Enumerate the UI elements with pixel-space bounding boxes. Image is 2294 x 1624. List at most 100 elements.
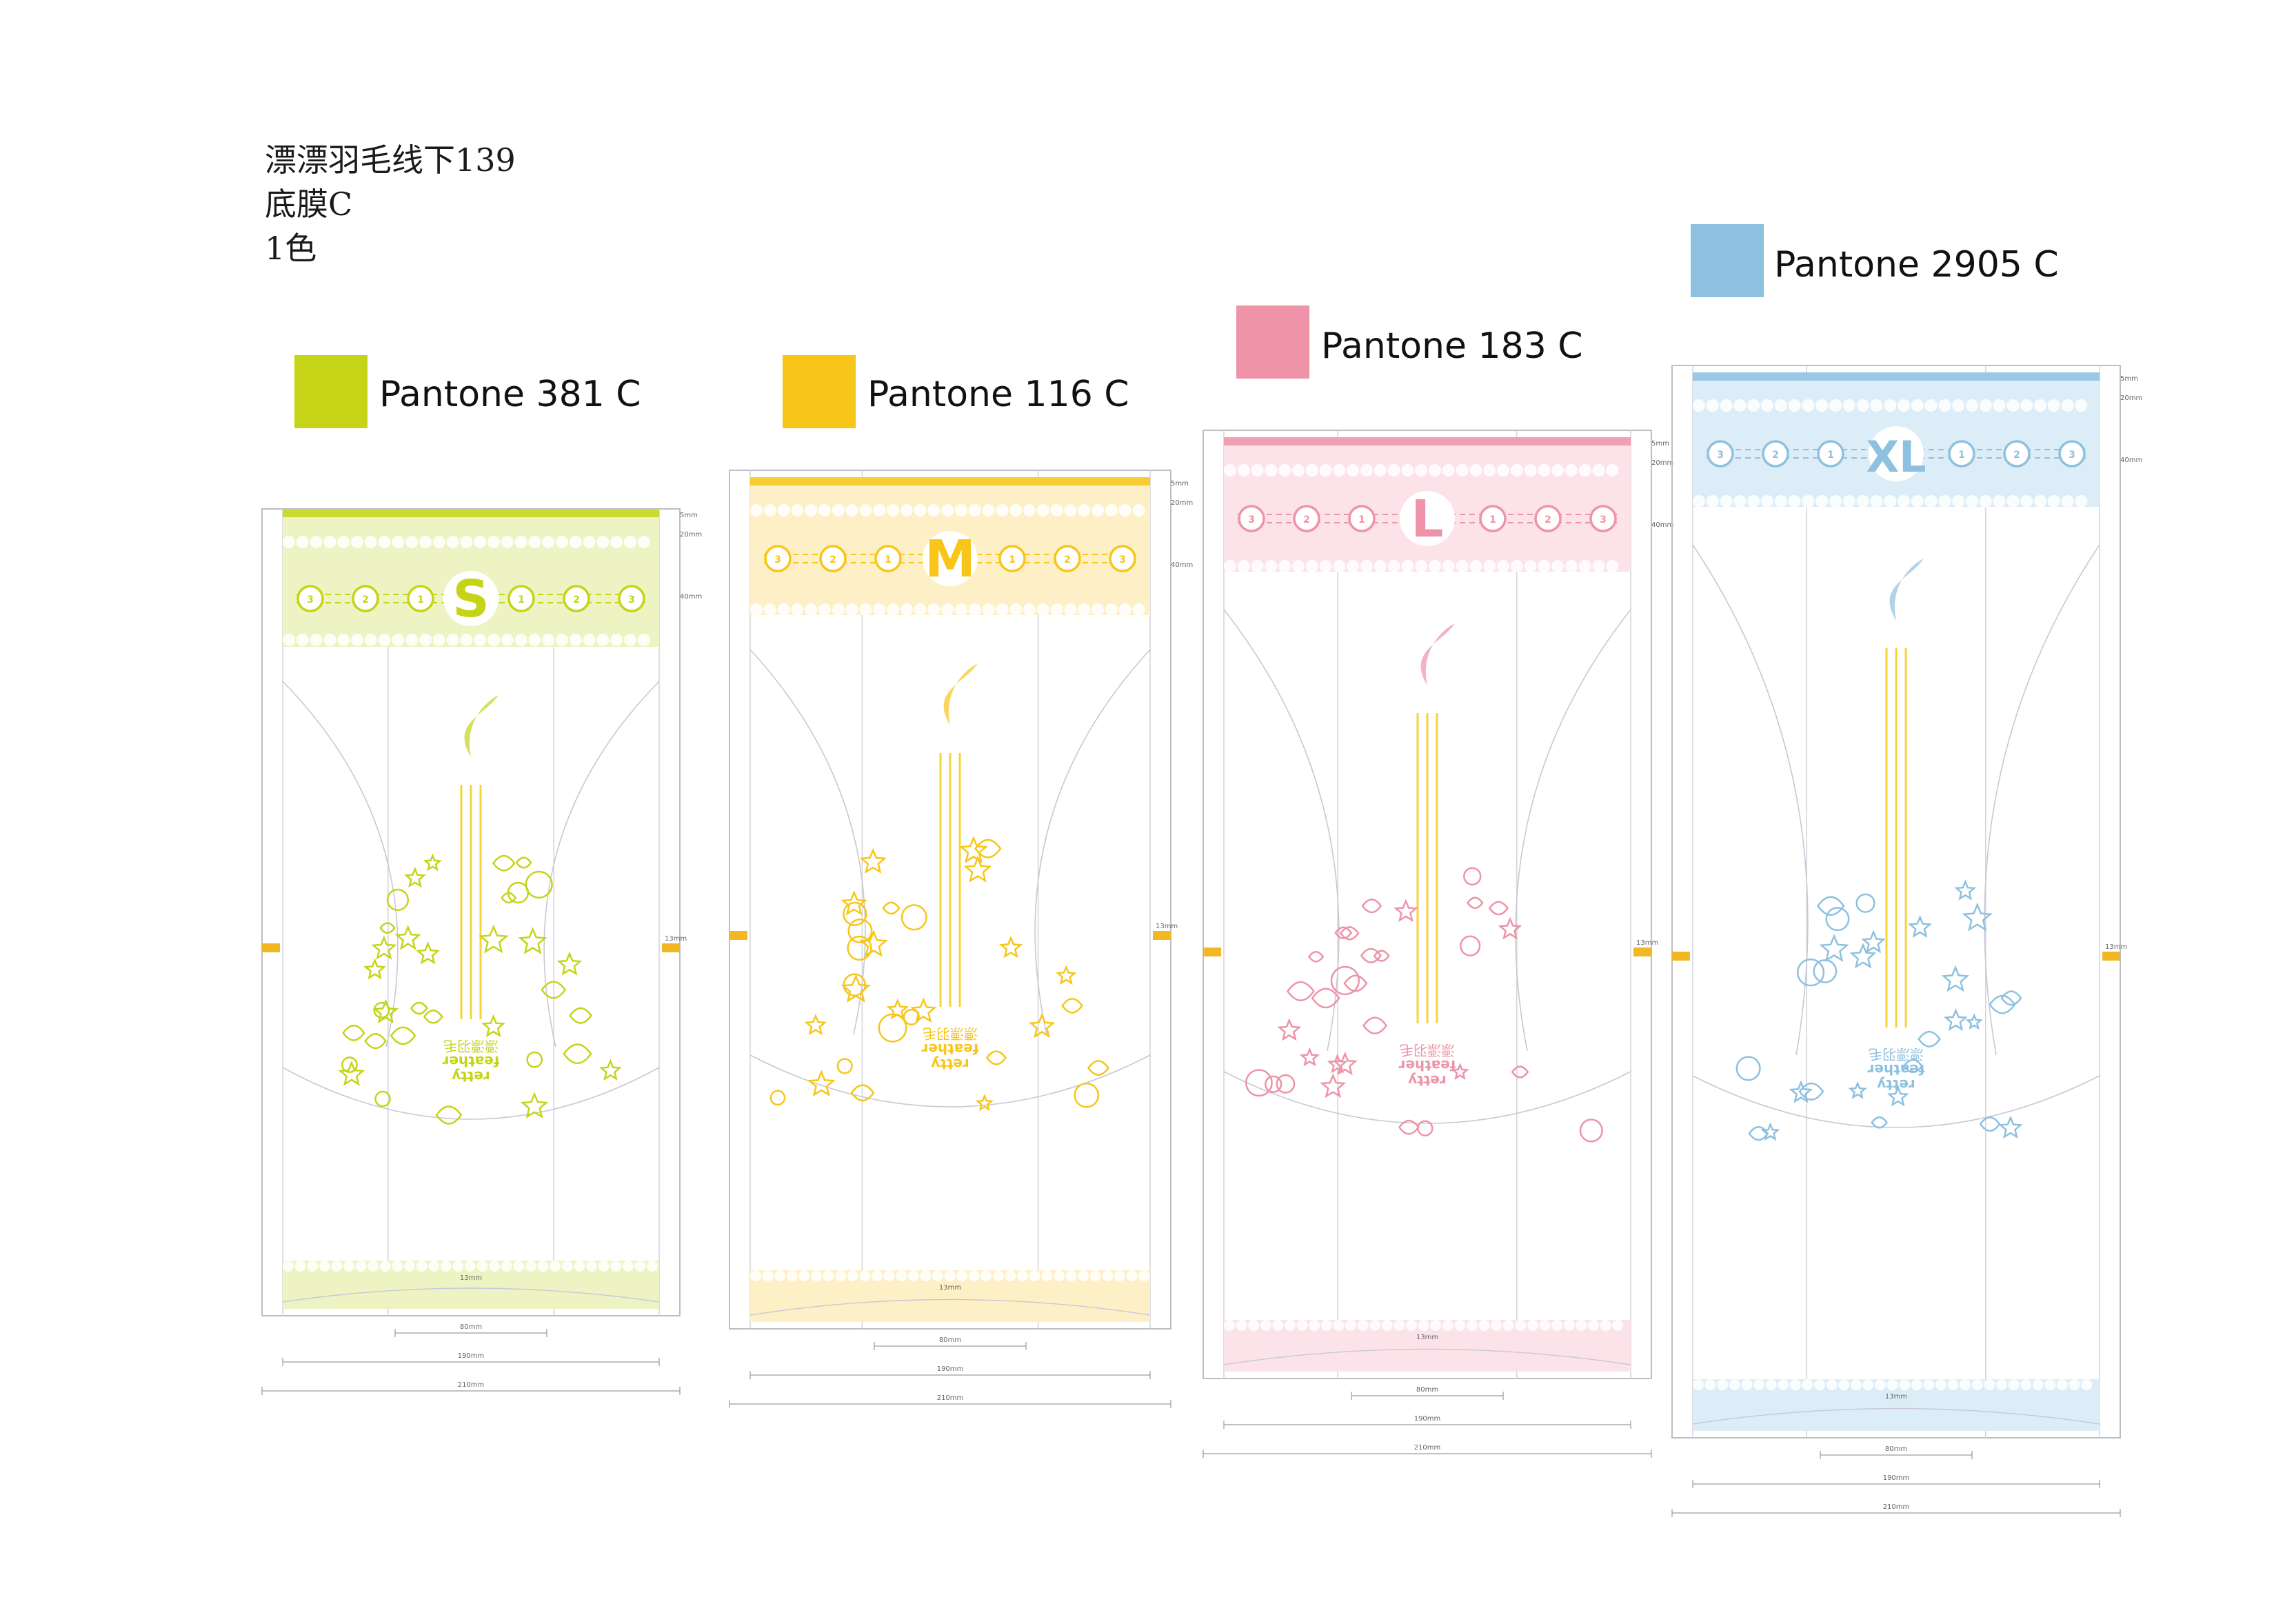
sea-motif-icon xyxy=(394,925,421,950)
lace-dot xyxy=(2069,1379,2080,1390)
lace-dot xyxy=(1720,399,1733,412)
lace-dot xyxy=(1693,1379,1704,1390)
lace-dot xyxy=(1911,399,1924,412)
feather-icon xyxy=(464,695,499,757)
sequence-number: 3 xyxy=(1119,554,1126,565)
forest-motif-icon xyxy=(1463,867,1482,885)
sequence-circle xyxy=(874,545,902,572)
lace-dot xyxy=(1374,464,1387,477)
lace-dot xyxy=(1842,495,1855,508)
leaves-motif-icon xyxy=(958,835,988,863)
lace-dot xyxy=(1761,495,1773,508)
lace-dot xyxy=(1292,464,1305,477)
lace-dot xyxy=(351,536,363,548)
lace-dot xyxy=(2061,399,2074,412)
lace-dot xyxy=(528,536,541,548)
lace-dot xyxy=(296,536,309,548)
dim-label-side: 13mm xyxy=(2105,943,2127,951)
lace-dot xyxy=(1539,1320,1551,1331)
forest-motif-icon xyxy=(1398,1119,1420,1135)
leaves-motif-icon xyxy=(985,1050,1007,1065)
sequence-number: 2 xyxy=(2013,450,2020,461)
dim-label-width: 190mm xyxy=(1883,1474,1910,1482)
leaves-motif-icon xyxy=(974,839,1002,859)
dim-label-width: 80mm xyxy=(939,1336,961,1344)
lace-dot xyxy=(1483,560,1496,572)
lace-dot xyxy=(1319,464,1332,477)
lace-dot xyxy=(2047,495,2060,508)
lace-dot xyxy=(1899,1379,1911,1390)
lace-dot xyxy=(2006,399,2020,412)
sequence-number: 2 xyxy=(362,594,369,605)
lace-dot xyxy=(1132,504,1145,517)
lace-dot xyxy=(1952,399,1965,412)
sea-motif-icon xyxy=(520,1092,549,1119)
sequence-number: 2 xyxy=(573,594,580,605)
lace-dot xyxy=(1551,464,1564,477)
space-motif-icon xyxy=(1918,1030,1941,1047)
lace-dot xyxy=(1911,495,1924,508)
space-motif-icon xyxy=(1998,1115,2023,1139)
lace-dot xyxy=(1606,560,1619,572)
lace-dot xyxy=(1826,1379,1838,1390)
lace-dot xyxy=(610,536,623,548)
lace-dot xyxy=(1720,495,1733,508)
lace-dot xyxy=(1753,1379,1764,1390)
sequence-circle xyxy=(1109,545,1136,572)
lace-dot xyxy=(1347,464,1360,477)
lace-dot xyxy=(1875,1379,1886,1390)
lace-dot xyxy=(1815,399,1829,412)
lace-dot xyxy=(1747,495,1760,508)
lace-dot xyxy=(1733,399,1747,412)
outer-frame xyxy=(1203,430,1652,1379)
lace-dot xyxy=(1401,560,1414,572)
lace-dot xyxy=(296,634,309,646)
lace-dot xyxy=(514,634,527,646)
leaves-motif-icon xyxy=(850,1084,875,1102)
sequence-number: 1 xyxy=(885,554,892,565)
sequence-circle xyxy=(819,545,847,572)
lace-dot xyxy=(1935,1379,1946,1390)
sea-motif-icon xyxy=(373,1001,390,1019)
top-edge-strip xyxy=(1224,437,1631,445)
sequence-circle xyxy=(1589,505,1617,532)
lace-dot xyxy=(956,1270,968,1281)
lace-dot xyxy=(1592,560,1605,572)
side-marker-right xyxy=(2102,952,2120,961)
space-motif-icon xyxy=(1819,934,1849,963)
lace-dot xyxy=(955,603,967,616)
lace-dot xyxy=(446,634,459,646)
outer-frame xyxy=(1671,365,2121,1438)
lace-dot xyxy=(1319,560,1332,572)
sequence-number: 1 xyxy=(1958,450,1965,461)
lace-dot xyxy=(1251,464,1264,477)
space-motif-icon xyxy=(1965,1013,1983,1030)
feather-icon xyxy=(943,663,978,725)
sequence-circle xyxy=(1707,440,1734,468)
lace-dot xyxy=(763,504,776,517)
lace-dot xyxy=(561,1261,573,1272)
lace-dot xyxy=(887,504,899,517)
lace-dot xyxy=(1132,603,1145,616)
leaves-motif-icon xyxy=(903,1008,920,1025)
leaves-motif-icon xyxy=(836,1058,853,1074)
lace-dot xyxy=(1054,1270,1065,1281)
lace-dot xyxy=(1993,495,2006,508)
dim-label-width: 190mm xyxy=(937,1365,964,1373)
space-motif-icon xyxy=(1789,1080,1813,1103)
lace-dot xyxy=(489,1261,501,1272)
lace-dot xyxy=(1952,495,1965,508)
lace-dot xyxy=(927,504,940,517)
dim-label-bottom-strip: 13mm xyxy=(1885,1393,1907,1401)
lace-dot xyxy=(416,1261,427,1272)
dim-label-top: 20mm xyxy=(680,531,702,539)
lace-dot xyxy=(1126,1270,1138,1281)
lace-dot xyxy=(1497,560,1509,572)
lace-dot xyxy=(514,536,527,548)
forest-motif-icon xyxy=(1277,1018,1302,1041)
space-motif-icon xyxy=(1902,1059,1923,1074)
sea-motif-icon xyxy=(404,866,426,888)
